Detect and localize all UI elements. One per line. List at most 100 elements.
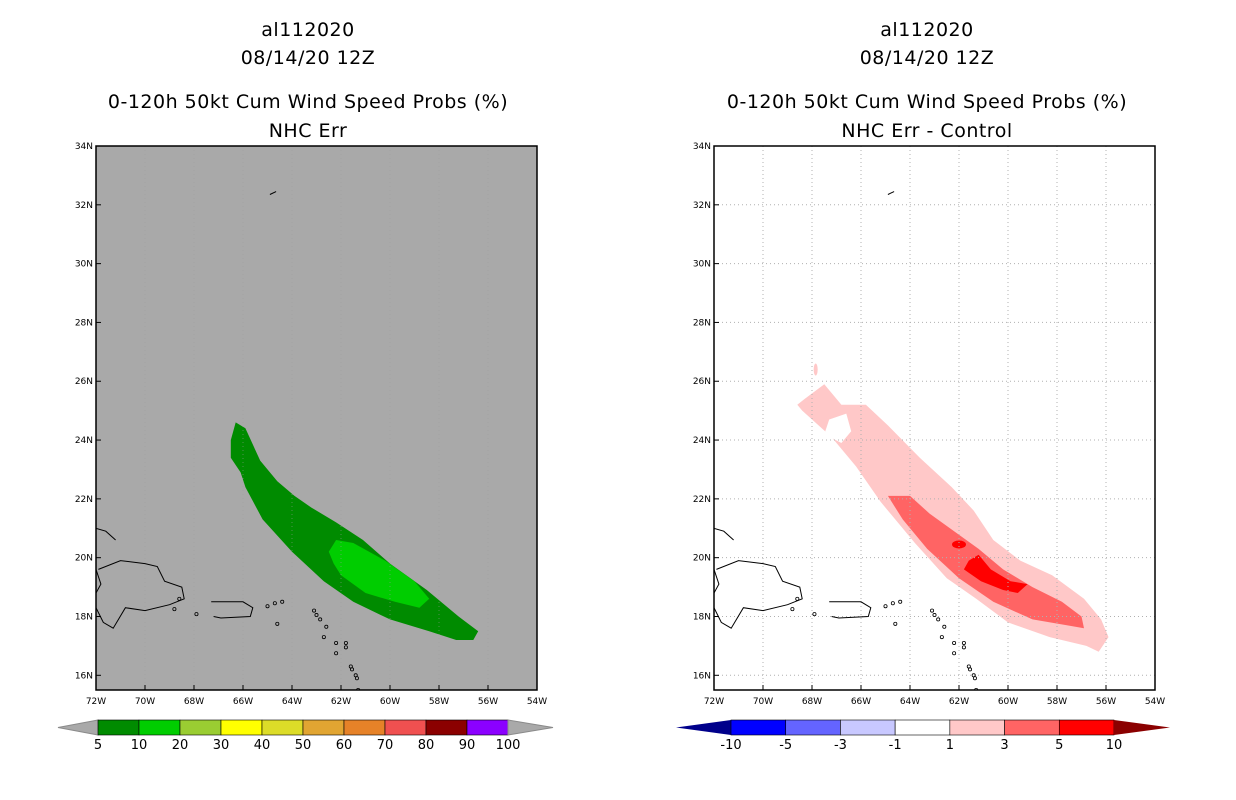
right-colorbar-left-arrow [676, 720, 731, 735]
right-island [812, 612, 817, 617]
left-colorbar-swatch [302, 719, 345, 736]
left-island [334, 651, 339, 656]
right-y-tick-label: 32N [693, 201, 711, 211]
left-colorbar-label: 90 [459, 738, 476, 753]
left-island [343, 645, 348, 650]
right-y-tick-label: 22N [693, 495, 711, 505]
right-coast-haiti_w [714, 569, 720, 608]
left-island [321, 635, 326, 640]
left-y-tick-label: 32N [75, 201, 93, 211]
right-island [961, 645, 966, 650]
right-y-tick-label: 28N [693, 318, 711, 328]
right-island [942, 624, 947, 629]
right-contour-3 [887, 495, 1084, 629]
right-island [693, 588, 696, 591]
right-colorbar-label: -1 [889, 738, 902, 753]
left-y-tick-label: 18N [75, 612, 93, 622]
right-storm-id: al112020 [880, 19, 974, 41]
right-coast-cuba_tip [714, 527, 734, 541]
left-colorbar-right-arrow [507, 719, 554, 736]
right-colorbar-swatch [949, 719, 1005, 736]
left-map-background [96, 146, 537, 690]
left-coast-hispaniola [96, 560, 185, 629]
left-island [272, 601, 277, 606]
left-colorbar-label: 40 [254, 738, 271, 753]
left-x-tick-label: 58W [429, 697, 449, 707]
right-contour-1 [797, 384, 1109, 652]
left-island [343, 640, 348, 645]
left-y-tick-label: 28N [75, 318, 93, 328]
right-contour-1-blob [813, 363, 818, 376]
left-island [172, 607, 177, 612]
left-y-tick-label: 26N [75, 377, 93, 387]
left-y-tick-label: 20N [75, 554, 93, 564]
left-island [354, 676, 359, 681]
right-contour-5 [963, 554, 1028, 593]
right-x-tick-label: 56W [1096, 697, 1116, 707]
left-colorbar-swatch [343, 719, 386, 736]
right-colorbar-label: -3 [834, 738, 847, 753]
right-coast-bermuda [887, 191, 895, 195]
right-island [961, 640, 966, 645]
right-y-tick-label: 34N [693, 142, 711, 152]
right-colorbar-label: -5 [779, 738, 792, 753]
right-coast-hispaniola [714, 560, 803, 629]
right-colorbar-label: 5 [1055, 738, 1063, 753]
right-colorbar-swatch [730, 719, 787, 736]
left-island [194, 612, 199, 617]
right-colorbar-label: 10 [1106, 738, 1123, 753]
left-island [275, 621, 280, 626]
right-island [932, 613, 937, 618]
left-colorbar-label: 60 [336, 738, 353, 753]
right-y-tick-label: 30N [693, 260, 711, 270]
right-colorbar-label: 1 [946, 738, 954, 753]
right-island [883, 604, 888, 609]
right-island [936, 617, 941, 622]
right-x-tick-label: 72W [704, 697, 724, 707]
left-island [177, 596, 182, 601]
left-chart-subtitle: NHC Err [268, 120, 348, 142]
right-y-tick-label: 24N [693, 436, 711, 446]
left-colorbar-label: 10 [131, 738, 148, 753]
right-island [974, 688, 979, 690]
right-colorbar-swatch [894, 719, 951, 736]
right-island [893, 621, 898, 626]
right-island [952, 640, 957, 645]
right-island [890, 601, 895, 606]
right-colorbar-swatch [1058, 719, 1115, 736]
left-colorbar-swatch [220, 719, 263, 736]
right-island [898, 599, 903, 604]
right-coast-puertorico [829, 601, 872, 619]
left-island [364, 712, 367, 715]
left-island [314, 613, 319, 618]
left-colorbar-label: 70 [377, 738, 394, 753]
right-island [968, 667, 973, 672]
left-coast-puertorico [211, 601, 254, 619]
right-y-tick-label: 20N [693, 554, 711, 564]
left-colorbar-swatch [466, 719, 509, 736]
left-colorbar-left-arrow [57, 719, 99, 736]
left-y-tick-label: 22N [75, 495, 93, 505]
right-x-tick-label: 54W [1145, 697, 1165, 707]
left-x-tick-label: 62W [331, 697, 351, 707]
right-x-tick-label: 64W [900, 697, 920, 707]
left-colorbar-label: 80 [418, 738, 435, 753]
right-island [930, 608, 935, 613]
left-colorbar-swatch [425, 719, 468, 736]
left-x-tick-label: 68W [184, 697, 204, 707]
left-island [265, 604, 270, 609]
left-colorbar-label: 30 [213, 738, 230, 753]
right-colorbar-label: -10 [720, 738, 741, 753]
right-x-tick-label: 62W [949, 697, 969, 707]
right-colorbar-swatch [1004, 719, 1060, 736]
left-colorbar-swatch [97, 719, 140, 736]
left-island [334, 640, 339, 645]
right-datetime: 08/14/20 12Z [859, 47, 995, 69]
left-colorbar-swatch [179, 719, 222, 736]
left-y-tick-label: 24N [75, 436, 93, 446]
left-x-tick-label: 64W [282, 697, 302, 707]
left-x-tick-label: 56W [478, 697, 498, 707]
right-x-tick-label: 68W [802, 697, 822, 707]
left-y-tick-label: 16N [75, 671, 93, 681]
right-y-tick-label: 16N [693, 671, 711, 681]
